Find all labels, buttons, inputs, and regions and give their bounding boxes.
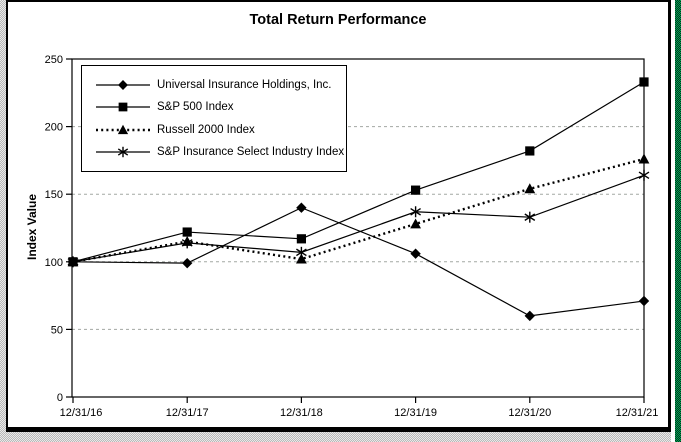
y-axis: 0 50 100 150 200 250: [45, 54, 72, 404]
svg-text:150: 150: [45, 189, 63, 201]
gridlines: [72, 126, 644, 330]
svg-text:50: 50: [51, 324, 63, 336]
legend-label: S&P Insurance Select Industry Index: [157, 146, 345, 159]
legend-label: S&P 500 Index: [157, 101, 234, 114]
svg-text:100: 100: [45, 257, 63, 269]
legend-item: Universal Insurance Holdings, Inc.: [94, 78, 342, 92]
svg-text:12/31/18: 12/31/18: [280, 407, 323, 419]
svg-text:12/31/19: 12/31/19: [394, 407, 437, 419]
legend-label: Universal Insurance Holdings, Inc.: [157, 78, 332, 91]
chart-frame: Total Return Performance Index Value 0 50…: [6, 0, 671, 432]
svg-text:12/31/20: 12/31/20: [508, 407, 551, 419]
chart-title: Total Return Performance: [249, 12, 427, 28]
legend: Universal Insurance Holdings, Inc. S&P 5…: [81, 65, 347, 172]
svg-text:250: 250: [45, 54, 63, 66]
legend-item: S&P 500 Index: [94, 100, 342, 114]
legend-label: Russell 2000 Index: [157, 123, 255, 136]
svg-text:200: 200: [45, 122, 63, 134]
legend-item: S&P Insurance Select Industry Index: [94, 145, 345, 159]
svg-text:0: 0: [57, 392, 63, 404]
diamond-marker-icon: [94, 78, 152, 92]
series-diamond: [67, 202, 650, 322]
green-edge-strip: [675, 0, 681, 442]
svg-text:12/31/16: 12/31/16: [60, 407, 103, 419]
plot-border: [71, 58, 645, 398]
svg-text:12/31/17: 12/31/17: [166, 407, 209, 419]
frame-gap: [671, 0, 675, 442]
asterisk-marker-icon: [94, 145, 152, 159]
triangle-marker-icon: [94, 123, 152, 137]
series-asterisk: [67, 169, 650, 268]
svg-text:12/31/21: 12/31/21: [616, 407, 659, 419]
legend-item: Russell 2000 Index: [94, 123, 342, 137]
square-marker-icon: [94, 100, 152, 114]
x-axis: 12/31/16 12/31/17 12/31/18 12/31/19 12/31/20…: [60, 397, 659, 419]
